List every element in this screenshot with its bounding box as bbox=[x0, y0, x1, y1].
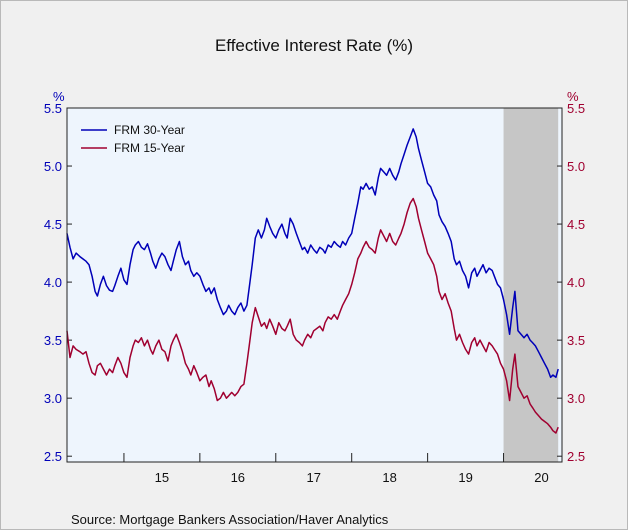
y-tick-label-left: 3.0 bbox=[44, 391, 62, 406]
legend-label-30y: FRM 30-Year bbox=[114, 123, 185, 137]
y-tick-label-right: 2.5 bbox=[567, 449, 585, 464]
right-axis-unit: % bbox=[567, 89, 579, 104]
y-tick-label-left: 5.0 bbox=[44, 159, 62, 174]
y-tick-label-right: 4.0 bbox=[567, 275, 585, 290]
x-tick-label: 15 bbox=[155, 470, 169, 485]
shaded-period bbox=[503, 108, 559, 462]
plot-area bbox=[67, 108, 562, 462]
y-tick-label-right: 4.5 bbox=[567, 217, 585, 232]
series-line-frm-30-year bbox=[66, 128, 559, 379]
legend: FRM 30-Year FRM 15-Year bbox=[81, 123, 185, 155]
y-tick-label-left: 5.5 bbox=[44, 101, 62, 116]
y-tick-label-right: 5.5 bbox=[567, 101, 585, 116]
x-tick-label: 20 bbox=[534, 470, 548, 485]
y-tick-label-left: 4.0 bbox=[44, 275, 62, 290]
y-tick-label-left: 3.5 bbox=[44, 333, 62, 348]
series-line-frm-15-year bbox=[66, 197, 559, 434]
source-note: Source: Mortgage Bankers Association/Hav… bbox=[71, 512, 389, 527]
x-tick-label: 19 bbox=[458, 470, 472, 485]
x-tick-label: 16 bbox=[231, 470, 245, 485]
x-tick-label: 17 bbox=[307, 470, 321, 485]
chart-title: Effective Interest Rate (%) bbox=[215, 36, 413, 55]
y-tick-label-right: 3.5 bbox=[567, 333, 585, 348]
y-tick-label-right: 5.0 bbox=[567, 159, 585, 174]
left-axis-unit: % bbox=[53, 89, 65, 104]
y-tick-label-left: 2.5 bbox=[44, 449, 62, 464]
x-tick-label: 18 bbox=[382, 470, 396, 485]
y-tick-label-right: 3.0 bbox=[567, 391, 585, 406]
y-tick-label-left: 4.5 bbox=[44, 217, 62, 232]
plot-border bbox=[66, 107, 563, 463]
legend-label-15y: FRM 15-Year bbox=[114, 141, 185, 155]
